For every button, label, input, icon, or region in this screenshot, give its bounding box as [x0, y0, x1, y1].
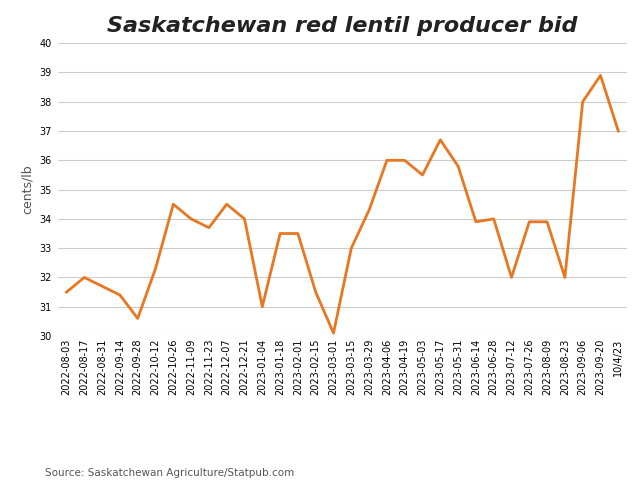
Text: Source: Saskatchewan Agriculture/Statpub.com: Source: Saskatchewan Agriculture/Statpub… [45, 468, 294, 478]
Y-axis label: cents/lb: cents/lb [21, 165, 34, 215]
Title: Saskatchewan red lentil producer bid: Saskatchewan red lentil producer bid [108, 16, 577, 36]
